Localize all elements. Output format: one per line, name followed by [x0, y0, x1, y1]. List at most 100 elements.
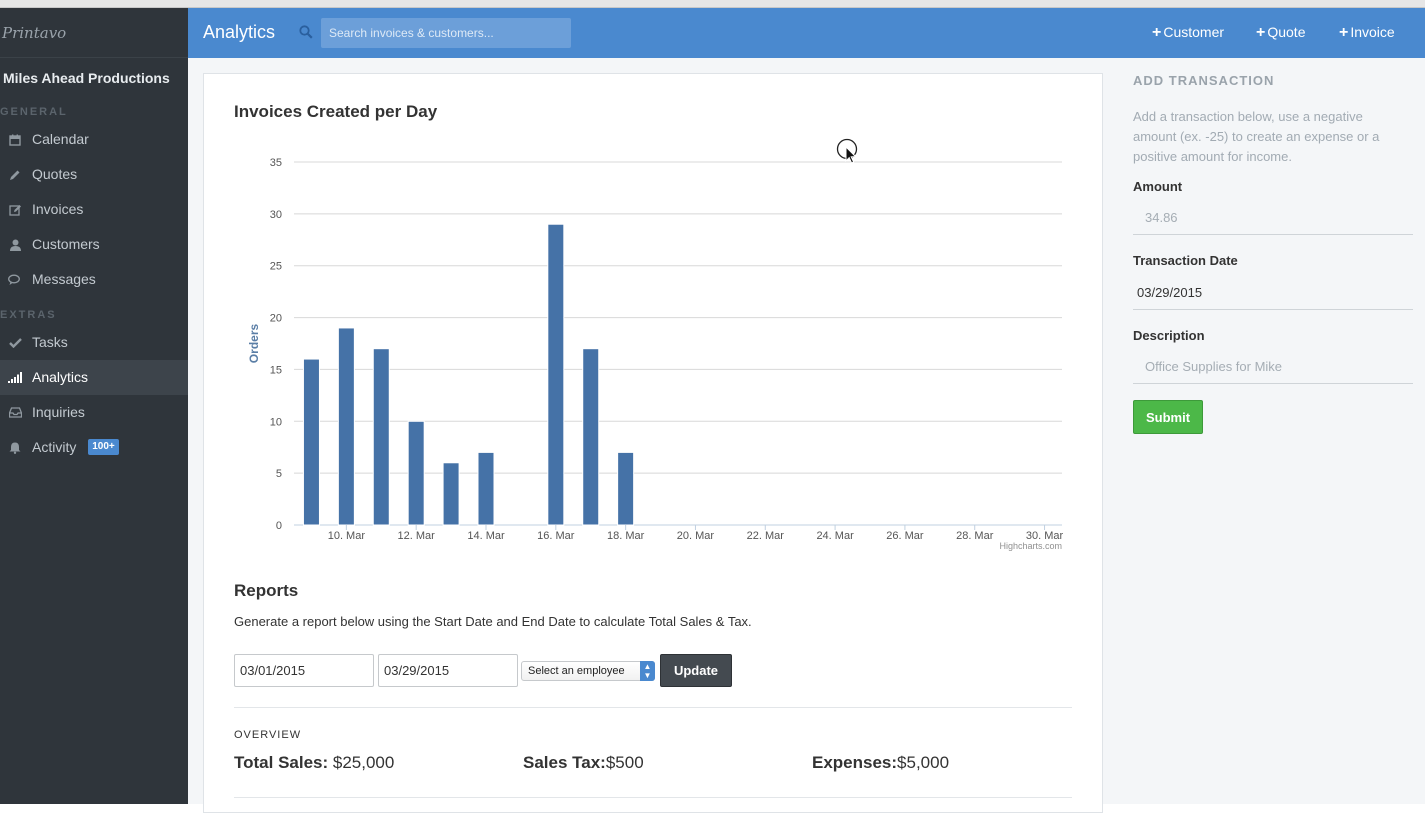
- sales-tax-stat: Sales Tax:$500: [523, 753, 644, 772]
- description-input[interactable]: [1133, 350, 1413, 384]
- y-tick-label: 10: [270, 416, 282, 428]
- select-arrows-icon: ▲ ▼: [640, 661, 655, 681]
- submit-button[interactable]: Submit: [1133, 400, 1203, 434]
- expenses-stat: Expenses:$5,000: [812, 753, 950, 772]
- x-tick-label: 14. Mar: [467, 530, 505, 542]
- check-icon: [7, 325, 23, 360]
- divider: [234, 797, 1072, 798]
- x-tick-label: 16. Mar: [537, 530, 575, 542]
- search-icon: [299, 25, 313, 39]
- top-header: Analytics +Customer +Quote +Invoice: [188, 8, 1425, 58]
- plus-icon: +: [1256, 24, 1266, 41]
- add-transaction-title: ADD TRANSACTION: [1133, 73, 1275, 88]
- plus-icon: +: [1339, 24, 1349, 41]
- calendar-icon: [7, 122, 23, 157]
- x-tick-label: 20. Mar: [677, 530, 715, 542]
- bar: [372, 348, 390, 526]
- chart-title: Invoices Created per Day: [234, 102, 438, 121]
- sidebar-item-label: Invoices: [32, 201, 84, 217]
- y-tick-label: 20: [270, 313, 282, 325]
- sidebar-item-analytics[interactable]: Analytics: [0, 360, 188, 395]
- x-tick-label: 28. Mar: [956, 530, 994, 542]
- sidebar-item-invoices[interactable]: Invoices: [0, 192, 188, 227]
- start-date-input[interactable]: [234, 654, 374, 687]
- sidebar-item-label: Messages: [32, 271, 96, 287]
- update-button[interactable]: Update: [660, 654, 732, 687]
- add-transaction-panel: ADD TRANSACTION Add a transaction below,…: [1118, 58, 1425, 804]
- end-date-input[interactable]: [378, 654, 518, 687]
- sidebar: Printavo Miles Ahead Productions GENERAL…: [0, 8, 188, 804]
- sidebar-item-label: Tasks: [32, 334, 68, 350]
- add-transaction-description: Add a transaction below, use a negative …: [1133, 109, 1380, 164]
- sidebar-section-extras: EXTRAS: [0, 309, 57, 321]
- bar: [302, 358, 320, 526]
- x-tick-label: 26. Mar: [886, 530, 924, 542]
- sidebar-item-label: Activity: [32, 439, 77, 455]
- bell-icon: [7, 430, 23, 465]
- sidebar-section-general: GENERAL: [0, 106, 68, 118]
- sidebar-item-messages[interactable]: Messages: [0, 262, 188, 297]
- sidebar-item-label: Calendar: [32, 131, 89, 147]
- add-customer-button[interactable]: + Customer: [1152, 24, 1225, 41]
- sidebar-item-inquiries[interactable]: Inquiries: [0, 395, 188, 430]
- y-tick-label: 35: [270, 157, 282, 169]
- comments-icon: [7, 262, 23, 297]
- bar: [407, 420, 425, 526]
- sidebar-item-label: Inquiries: [32, 404, 85, 420]
- transaction-date-label: Transaction Date: [1133, 253, 1238, 268]
- x-tick-label: 12. Mar: [398, 530, 436, 542]
- x-tick-label: 22. Mar: [747, 530, 785, 542]
- sidebar-item-quotes[interactable]: Quotes: [0, 157, 188, 192]
- y-tick-label: 25: [270, 261, 282, 273]
- user-icon: [7, 227, 23, 262]
- y-axis-title: Orders: [247, 324, 261, 364]
- add-invoice-button[interactable]: + Invoice: [1339, 24, 1395, 41]
- amount-input[interactable]: [1133, 201, 1413, 235]
- overview-label: OVERVIEW: [234, 729, 302, 741]
- search-input[interactable]: [321, 18, 571, 48]
- x-tick-label: 30. Mar: [1026, 530, 1064, 542]
- sidebar-item-tasks[interactable]: Tasks: [0, 325, 188, 360]
- analytics-card: Invoices Created per Day 0 5 10 15 20 25 30 35 1…: [203, 73, 1103, 813]
- sidebar-item-activity[interactable]: Activity 100+: [0, 430, 188, 465]
- bar: [442, 462, 460, 526]
- signal-icon: [7, 360, 23, 395]
- sidebar-item-label: Customers: [32, 236, 100, 252]
- reports-description: Generate a report below using the Start …: [234, 614, 752, 629]
- x-tick-label: 10. Mar: [328, 530, 366, 542]
- invoices-chart: 0 5 10 15 20 25 30 35 10. Mar 12. Mar 14. Mar 16. M…: [247, 157, 1064, 551]
- bar: [337, 327, 355, 526]
- bar: [582, 348, 600, 526]
- x-tick-label: 24. Mar: [816, 530, 854, 542]
- bar: [477, 451, 495, 526]
- y-tick-label: 5: [276, 468, 282, 480]
- mouse-cursor-icon: [836, 138, 858, 164]
- reports-title: Reports: [234, 581, 299, 600]
- company-name: Miles Ahead Productions: [3, 70, 170, 86]
- total-sales-stat: Total Sales: $25,000: [234, 753, 395, 772]
- sidebar-item-label: Quotes: [32, 166, 78, 182]
- amount-label: Amount: [1133, 179, 1183, 194]
- inbox-icon: [7, 395, 23, 430]
- y-tick-label: 30: [270, 209, 282, 221]
- activity-badge: 100+: [88, 439, 119, 456]
- description-label: Description: [1133, 328, 1205, 343]
- bar: [617, 451, 635, 526]
- sidebar-item-calendar[interactable]: Calendar: [0, 122, 188, 157]
- sidebar-item-label: Analytics: [32, 369, 89, 385]
- edit-icon: [7, 192, 23, 227]
- chart-credit: Highcharts.com: [999, 541, 1062, 551]
- employee-select[interactable]: Select an employee ▲ ▼: [521, 661, 655, 681]
- sidebar-item-customers[interactable]: Customers: [0, 227, 188, 262]
- brand-logo[interactable]: Printavo: [0, 8, 188, 58]
- divider: [234, 707, 1072, 708]
- main-content: Invoices Created per Day 0 5 10 15 20 25 30 35 1…: [188, 58, 1118, 813]
- add-quote-button[interactable]: + Quote: [1256, 24, 1306, 41]
- x-tick-label: 18. Mar: [607, 530, 645, 542]
- bar: [547, 223, 565, 526]
- transaction-date-input[interactable]: [1133, 276, 1413, 310]
- browser-top-strip: [0, 0, 1425, 8]
- page-title: Analytics: [203, 22, 276, 42]
- y-tick-label: 15: [270, 364, 282, 376]
- y-tick-label: 0: [276, 520, 282, 532]
